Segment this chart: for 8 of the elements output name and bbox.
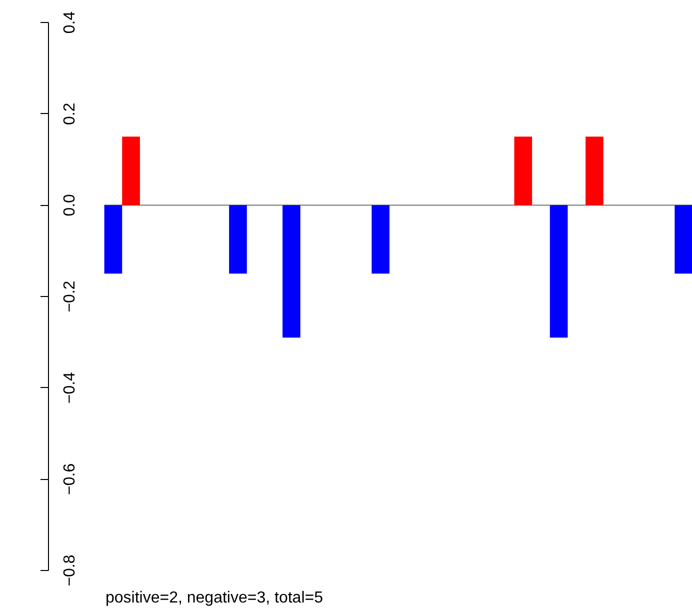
y-tick-label: −0.2 [62, 280, 78, 312]
y-tick-label: −0.4 [62, 372, 78, 404]
y-tick-label: −0.6 [62, 463, 78, 495]
y-tick-label: 0.2 [62, 102, 78, 125]
y-tick-label: −0.8 [62, 554, 78, 586]
text: positive=2, negative=3, total=5 [106, 590, 324, 606]
y-tick-label: 0.0 [62, 194, 78, 216]
y-tick-label: 0.4 [62, 11, 78, 34]
